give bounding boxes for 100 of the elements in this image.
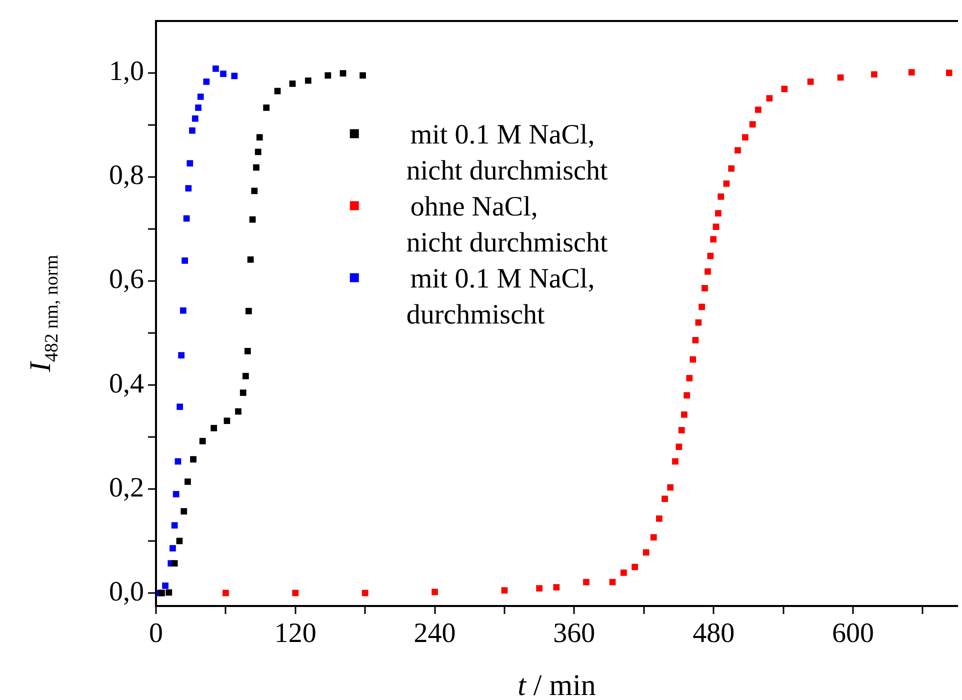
point [360,72,366,79]
point [707,252,714,260]
point [781,86,788,92]
point [676,444,682,450]
point [766,95,773,102]
point [263,104,270,111]
point [186,160,194,167]
x-axis-title: t / min [518,669,596,700]
y-axis-title: I482 nm, norm [24,254,62,373]
x-tick-label: 0 [149,618,163,650]
y-tick-label: 0,8 [109,160,144,192]
point [199,438,206,444]
point [162,582,168,589]
point [170,545,176,552]
y-tick-label: 0,0 [109,576,144,608]
point [650,534,657,541]
point [292,590,299,596]
point [553,584,560,590]
point [710,236,717,242]
point [166,589,172,596]
point [662,496,668,502]
point [251,188,258,194]
point [432,588,438,596]
y-tick-label: 0,4 [109,368,144,400]
point [190,456,196,462]
point [210,424,218,432]
point [220,70,226,78]
point [174,458,182,465]
point [195,104,202,111]
point [734,147,741,154]
point [536,585,543,592]
point [698,304,706,310]
point [224,418,230,424]
point [172,490,180,498]
point [185,185,192,192]
point [871,71,878,78]
y-tick-label: 1,0 [109,56,144,88]
point [253,164,260,171]
point [583,578,590,586]
point [197,94,204,100]
point [244,348,251,354]
point [362,590,368,596]
point [180,307,186,314]
point [178,352,185,358]
point [189,127,196,134]
point [680,411,688,418]
point [235,408,242,415]
point [678,427,685,434]
point [289,80,296,87]
point [222,590,229,596]
point [212,65,219,72]
point [240,390,246,396]
point [620,570,627,576]
point [609,578,616,586]
x-tick-label: 360 [553,618,596,650]
point [684,392,690,399]
point [690,356,696,363]
legend-label: mit 0.1 M NaCl, durchmischt [406,264,595,331]
point [340,70,346,77]
point [807,78,814,85]
point [723,180,730,187]
x-tick-label: 480 [692,618,735,650]
y-tick-label: 0,2 [109,472,144,504]
point [254,148,262,156]
point [304,77,312,84]
point [171,522,178,529]
point [203,78,210,85]
point [728,165,735,172]
point [231,72,238,80]
point [704,268,711,275]
point [242,372,249,380]
point [692,337,699,344]
point [749,121,756,128]
x-tick-label: 600 [832,618,874,650]
point [642,549,650,556]
point [702,284,708,292]
point [171,560,178,567]
point [180,508,188,515]
x-tick-label: 120 [274,618,316,650]
point [246,308,252,314]
point [182,257,188,264]
point [712,224,720,230]
point [715,210,722,216]
point [501,587,508,594]
point [742,134,748,140]
point [946,70,952,76]
point [256,134,263,140]
point [908,69,915,76]
x-tick-label: 240 [414,618,456,650]
point [184,478,191,485]
point [632,564,638,570]
point [686,374,693,382]
point [672,458,678,465]
point [718,193,724,200]
point [176,404,183,410]
point [324,72,332,79]
point [192,115,198,122]
point [656,515,662,522]
point [754,106,762,113]
y-tick-label: 0,6 [109,264,144,296]
